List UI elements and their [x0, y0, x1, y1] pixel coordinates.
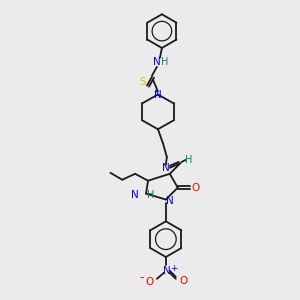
Text: N: N	[154, 89, 162, 100]
Text: H: H	[147, 190, 154, 200]
Text: N: N	[162, 163, 170, 173]
Text: N: N	[131, 190, 139, 200]
Text: -: -	[140, 271, 144, 284]
Text: O: O	[180, 276, 188, 286]
Text: H: H	[185, 155, 192, 165]
Text: H: H	[161, 57, 169, 67]
Text: N: N	[163, 266, 171, 276]
Text: +: +	[170, 264, 178, 273]
Text: O: O	[191, 183, 200, 193]
Text: N: N	[153, 57, 161, 67]
Text: S: S	[140, 76, 146, 87]
Text: O: O	[145, 277, 153, 287]
Text: N: N	[166, 196, 174, 206]
